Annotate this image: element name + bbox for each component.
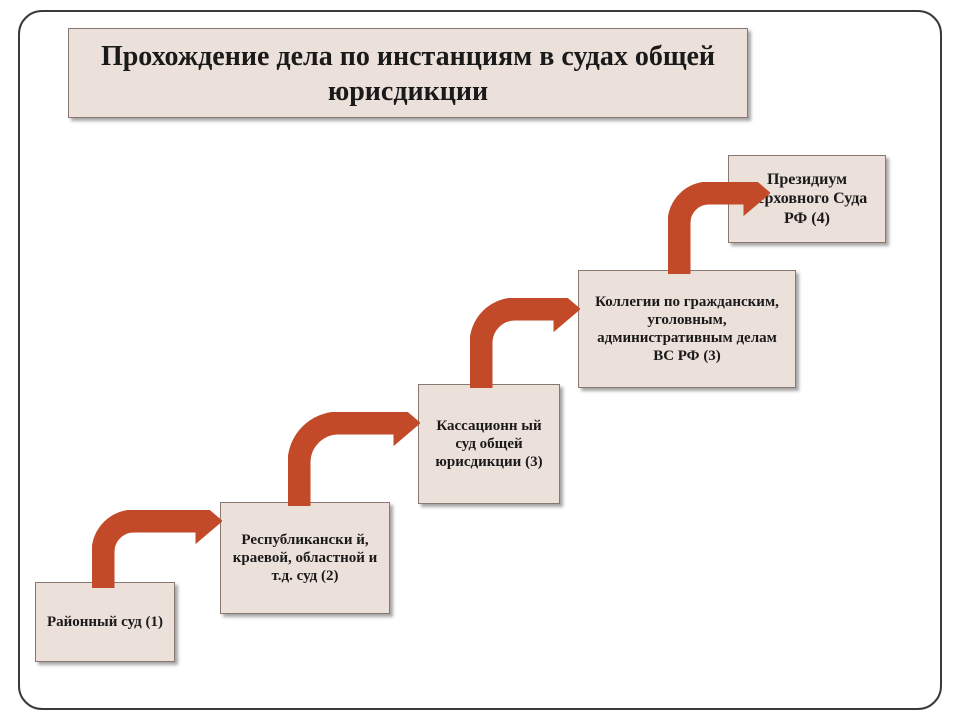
- node-label: Коллегии по гражданским, уголовным, адми…: [585, 293, 789, 365]
- node-label: Республикански й, краевой, областной и т…: [227, 531, 383, 585]
- node-n3: Кассационн ый суд общей юрисдикции (3): [418, 384, 560, 504]
- node-label: Кассационн ый суд общей юрисдикции (3): [425, 417, 553, 471]
- node-n4: Коллегии по гражданским, уголовным, адми…: [578, 270, 796, 388]
- node-n1: Районный суд (1): [35, 582, 175, 662]
- node-n5: Президиум Верховного Суда РФ (4): [728, 155, 886, 243]
- node-label: Президиум Верховного Суда РФ (4): [735, 170, 879, 228]
- node-label: Районный суд (1): [47, 613, 163, 631]
- slide-title: Прохождение дела по инстанциям в судах о…: [68, 28, 748, 118]
- node-n2: Республикански й, краевой, областной и т…: [220, 502, 390, 614]
- title-text: Прохождение дела по инстанциям в судах о…: [101, 41, 715, 107]
